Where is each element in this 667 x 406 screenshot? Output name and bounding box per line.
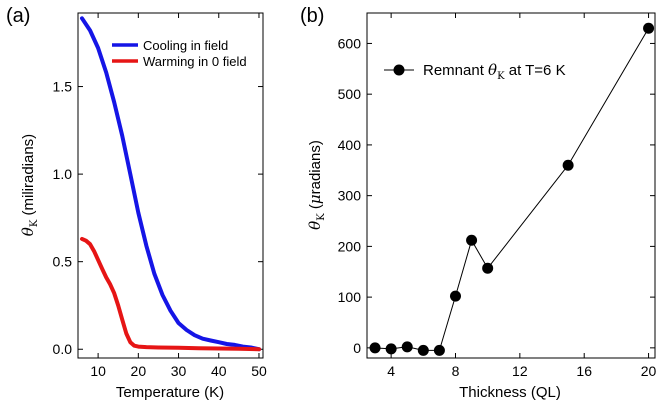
panel-b-x-axis-label: Thickness (QL) <box>459 384 561 401</box>
x-tick-label: 20 <box>641 363 657 379</box>
data-point <box>562 159 574 171</box>
data-point <box>385 343 397 355</box>
series-line-1 <box>80 236 261 352</box>
legend-label-cooling: Cooling in field <box>143 38 228 53</box>
y-tick-label: 600 <box>338 35 362 51</box>
panel-a-legend: Cooling in field Warming in 0 field <box>112 38 247 69</box>
panel-a-x-axis-label: Temperature (K) <box>116 384 224 401</box>
data-point <box>643 22 655 34</box>
x-tick-label: 12 <box>512 363 528 379</box>
x-tick-label: 30 <box>171 363 187 379</box>
panel-b-y-ticks: 0 100 200 300 400 500 600 <box>338 35 655 356</box>
data-point <box>417 344 429 356</box>
y-tick-label: 100 <box>338 289 362 305</box>
y-tick-label: 1.0 <box>53 166 73 182</box>
y-tick-label: 300 <box>338 188 362 204</box>
y-tick-label: 500 <box>338 86 362 102</box>
y-tick-label: 0.5 <box>53 254 73 270</box>
data-point <box>466 234 478 246</box>
panel-b-x-ticks: 4 8 12 16 20 <box>387 13 657 379</box>
data-point <box>482 262 494 274</box>
data-point <box>401 341 413 353</box>
x-tick-label: 50 <box>251 363 267 379</box>
panel-b: (b) 4 8 12 16 20 0 100 200 300 400 500 600 Thickne… <box>300 5 657 401</box>
legend-swatch-remnant-marker <box>393 64 405 76</box>
x-tick-label: 4 <box>387 363 395 379</box>
panel-a-y-ticks: 0.0 0.5 1.0 1.5 <box>53 79 263 357</box>
x-tick-label: 10 <box>90 363 106 379</box>
y-tick-label: 1.5 <box>53 79 73 95</box>
y-tick-label: 400 <box>338 137 362 153</box>
panel-b-plot-frame <box>366 12 656 359</box>
data-point <box>369 342 381 354</box>
data-point <box>433 344 445 356</box>
panel-a-x-ticks: 10 20 30 40 50 <box>90 13 267 379</box>
legend-label-warming: Warming in 0 field <box>143 54 247 69</box>
x-tick-label: 40 <box>211 363 227 379</box>
panel-a-series <box>80 16 261 352</box>
x-tick-label: 16 <box>576 363 592 379</box>
series-line-0 <box>374 27 650 351</box>
x-tick-label: 8 <box>452 363 460 379</box>
panel-b-y-axis-label: θK (μradians) <box>306 140 327 230</box>
panel-a: (a) 10 20 30 40 50 0.0 0.5 1.0 1.5 Temperature … <box>6 5 267 401</box>
y-tick-label: 0.0 <box>53 341 73 357</box>
x-tick-label: 20 <box>131 363 147 379</box>
y-tick-label: 0 <box>353 340 361 356</box>
panel-a-y-axis-label: θK (miliradians) <box>19 134 40 236</box>
panel-a-plot-frame <box>77 12 264 359</box>
legend-label-remnant: Remnant θK at T=6 K <box>423 61 566 82</box>
y-tick-label: 200 <box>338 238 362 254</box>
panel-b-series <box>369 22 655 356</box>
panel-b-legend: Remnant θK at T=6 K <box>384 61 566 82</box>
data-point <box>449 290 461 302</box>
panel-b-label: (b) <box>300 5 324 27</box>
series-line-0 <box>80 16 261 352</box>
panel-a-label: (a) <box>6 5 30 27</box>
